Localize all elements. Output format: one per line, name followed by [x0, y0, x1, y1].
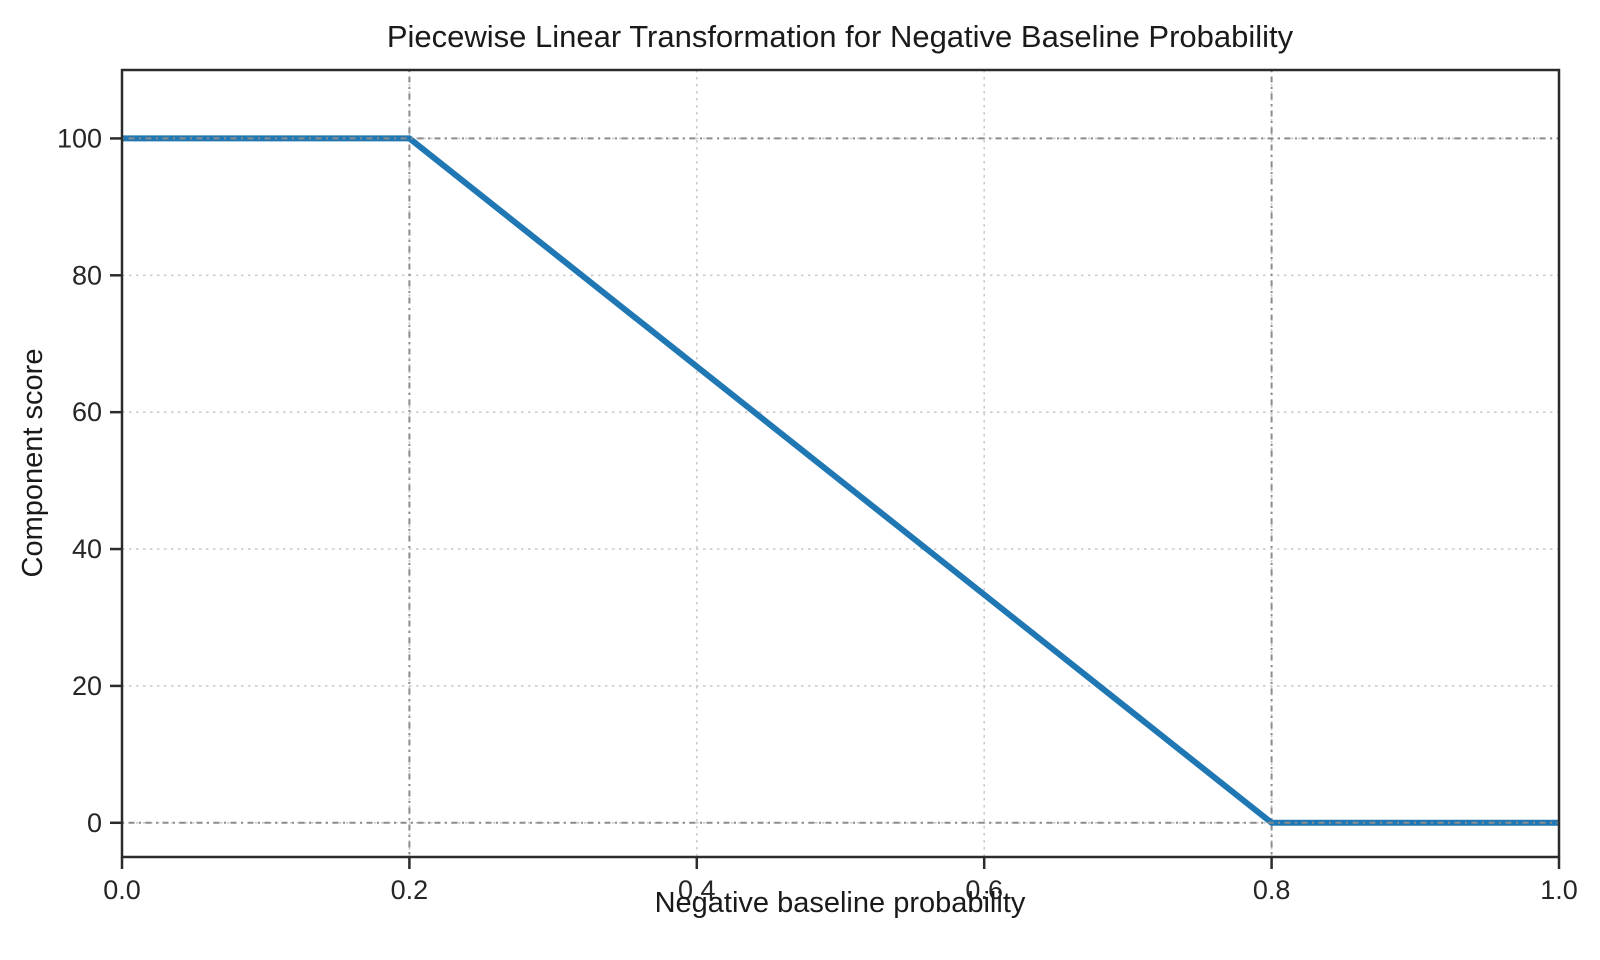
x-tick-label: 0.4: [678, 875, 716, 905]
x-tick-label: 0.0: [103, 875, 141, 905]
y-tick-label: 80: [72, 260, 102, 290]
data-line-series: [122, 135, 1559, 826]
x-axis-label: Negative baseline probability: [655, 887, 1026, 919]
y-tick-label: 60: [72, 397, 102, 427]
y-tick-label: 100: [57, 123, 102, 153]
y-tick-label: 40: [72, 534, 102, 564]
plot-box-spines: [120, 68, 1561, 859]
y-axis-label: Component score: [17, 349, 49, 578]
series-path-piecewise-linear-transform: [122, 135, 1559, 826]
x-tick-label: 0.8: [1253, 875, 1291, 905]
x-tick-label: 0.6: [965, 875, 1003, 905]
y-tick-label: 0: [87, 808, 102, 838]
tick-labels: 0.0 0.2 0.4 0.6 0.8 1.0 0 20 40 60 80 100: [57, 123, 1578, 905]
axes-spines-and-ticks: [110, 68, 1561, 869]
gridlines: [122, 70, 1559, 857]
horizontal-reference-lines: [122, 137, 1559, 824]
vertical-reference-lines: [408, 70, 1273, 857]
chart-title: Piecewise Linear Transformation for Nega…: [387, 19, 1294, 54]
x-tick-label: 1.0: [1540, 875, 1578, 905]
y-tick-label: 20: [72, 671, 102, 701]
x-tick-label: 0.2: [391, 875, 429, 905]
